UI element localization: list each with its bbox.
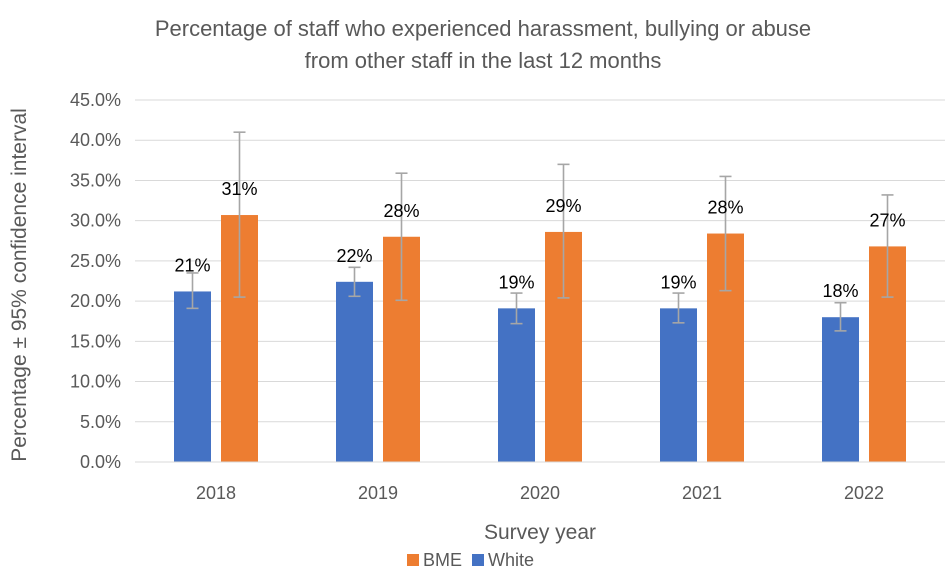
bars <box>174 215 906 462</box>
error-bar-bme-2019 <box>395 172 408 302</box>
data-label: 28% <box>383 201 419 221</box>
y-tick-label: 15.0% <box>70 331 121 351</box>
chart-title-line-1: Percentage of staff who experienced hara… <box>155 16 811 41</box>
data-label: 29% <box>545 196 581 216</box>
legend-item-bme: BME <box>407 550 462 570</box>
y-tick-label: 25.0% <box>70 251 121 271</box>
y-tick-label: 10.0% <box>70 372 121 392</box>
x-axis-tick-labels: 2018 2019 2020 2021 2022 <box>196 483 884 503</box>
y-axis-tick-labels: 0.0% 5.0% 10.0% 15.0% 20.0% 25.0% 30.0% 35.0% 40… <box>70 90 121 472</box>
legend-swatch <box>472 554 484 566</box>
data-label: 31% <box>221 179 257 199</box>
error-bar-white-2018 <box>186 272 199 310</box>
legend-label: White <box>488 550 534 570</box>
y-tick-label: 5.0% <box>80 412 121 432</box>
x-tick-label: 2020 <box>520 483 560 503</box>
x-axis-title: Survey year <box>484 521 596 544</box>
x-tick-label: 2021 <box>682 483 722 503</box>
legend-swatch <box>407 554 419 566</box>
data-label: 18% <box>822 281 858 301</box>
data-label: 27% <box>869 210 905 230</box>
error-bar-white-2020 <box>510 292 523 325</box>
data-label: 28% <box>707 198 743 218</box>
bar-white-2022 <box>822 317 859 462</box>
legend-label: BME <box>423 550 462 570</box>
x-tick-label: 2022 <box>844 483 884 503</box>
error-bar-bme-2021 <box>719 175 732 292</box>
data-label: 21% <box>174 255 210 275</box>
y-tick-label: 40.0% <box>70 130 121 150</box>
y-tick-label: 45.0% <box>70 90 121 110</box>
data-labels: 21% 31% 22% 28% 19% 29% 19% 28% 18% 27% <box>174 179 905 301</box>
error-bar-white-2019 <box>348 266 361 298</box>
bar-white-2018 <box>174 291 211 462</box>
legend-item-white: White <box>472 550 534 570</box>
data-label: 19% <box>498 272 534 292</box>
legend: BME White <box>407 550 534 570</box>
error-bar-bme-2022 <box>881 194 894 298</box>
error-bar-bme-2018 <box>233 131 246 298</box>
x-tick-label: 2019 <box>358 483 398 503</box>
x-tick-label: 2018 <box>196 483 236 503</box>
gridlines <box>135 99 945 423</box>
bar-white-2020 <box>498 308 535 462</box>
error-bars <box>186 131 894 332</box>
error-bar-white-2022 <box>834 301 847 332</box>
bar-white-2019 <box>336 281 373 462</box>
y-tick-label: 0.0% <box>80 452 121 472</box>
chart-title-line-2: from other staff in the last 12 months <box>305 48 662 73</box>
bar-white-2021 <box>660 308 697 462</box>
data-label: 22% <box>336 246 372 266</box>
y-tick-label: 35.0% <box>70 170 121 190</box>
y-tick-label: 30.0% <box>70 211 121 231</box>
error-bar-bme-2020 <box>557 163 570 299</box>
y-axis-title: Percentage ± 95% confidence interval <box>8 108 31 462</box>
data-label: 19% <box>660 272 696 292</box>
chart-title: Percentage of staff who experienced hara… <box>155 16 811 73</box>
error-bar-white-2021 <box>672 292 685 324</box>
y-tick-label: 20.0% <box>70 291 121 311</box>
